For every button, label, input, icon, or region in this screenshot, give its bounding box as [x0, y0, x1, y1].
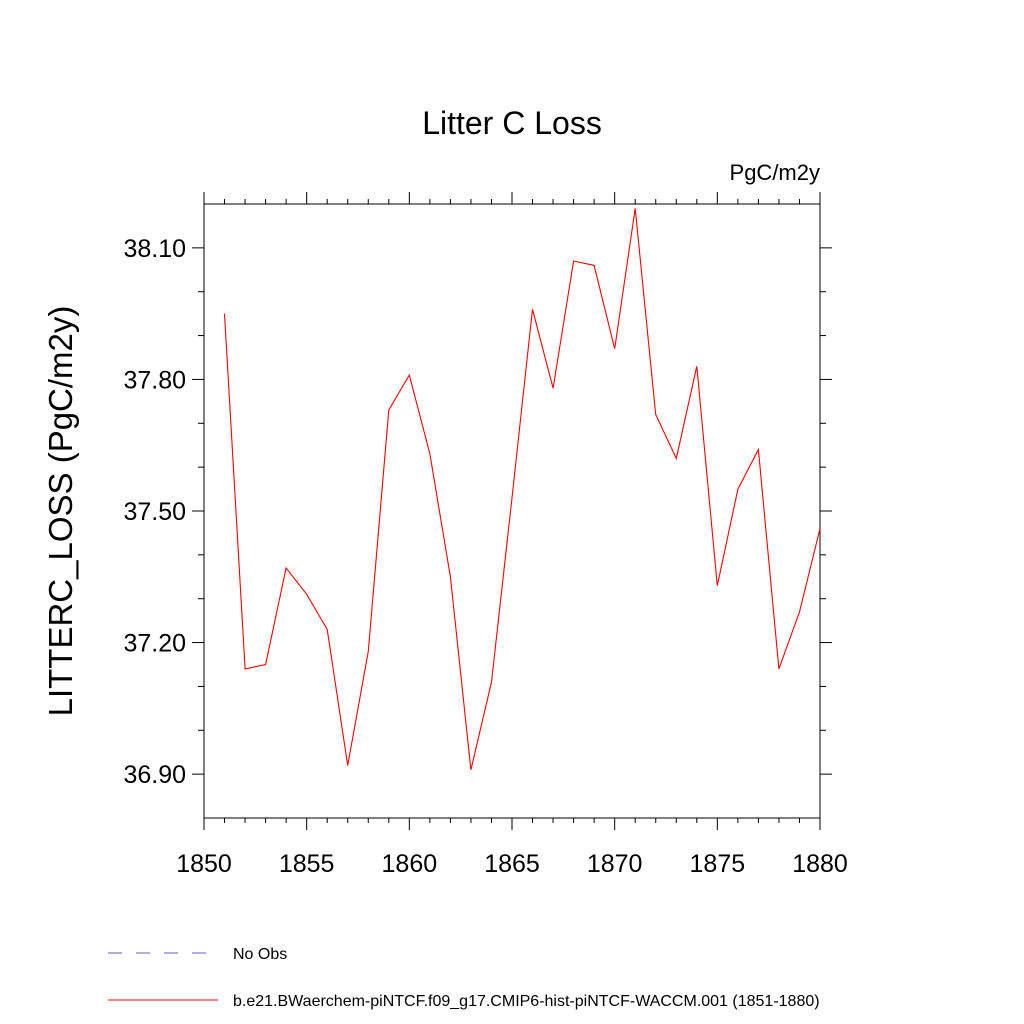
y-tick-label: 38.10	[123, 235, 186, 263]
series-line-0	[223, 208, 821, 770]
y-tick-label: 36.90	[123, 761, 186, 789]
y-tick-label: 37.20	[123, 630, 186, 658]
y-tick-label: 37.50	[123, 498, 186, 526]
series-layer	[223, 208, 821, 770]
units-label: PgC/m2y	[730, 160, 820, 185]
legend-label-0: No Obs	[233, 946, 287, 963]
legend: No Obs b.e21.BWaerchem-piNTCF.f09_g17.CMI…	[108, 946, 820, 1010]
chart-title: Litter C Loss	[422, 105, 602, 141]
x-tick-label: 1860	[382, 850, 438, 878]
x-tick-label: 1875	[690, 850, 746, 878]
x-tick-label: 1870	[587, 850, 643, 878]
y-axis-label: LITTERC_LOSS (PgC/m2y)	[42, 306, 79, 717]
x-tick-label: 1850	[176, 850, 232, 878]
x-tick-label: 1855	[279, 850, 335, 878]
x-tick-labels: 1850 1855 1860 1865 1870 1875 1880	[176, 850, 848, 878]
y-tick-label: 37.80	[123, 366, 186, 394]
legend-label-1: b.e21.BWaerchem-piNTCF.f09_g17.CMIP6-his…	[233, 993, 820, 1010]
x-tick-label: 1865	[484, 850, 540, 878]
y-tick-labels: 36.90 37.20 37.50 37.80 38.10	[123, 235, 186, 789]
plot-frame	[203, 203, 821, 819]
x-tick-label: 1880	[792, 850, 848, 878]
axis-ticks	[192, 192, 832, 830]
